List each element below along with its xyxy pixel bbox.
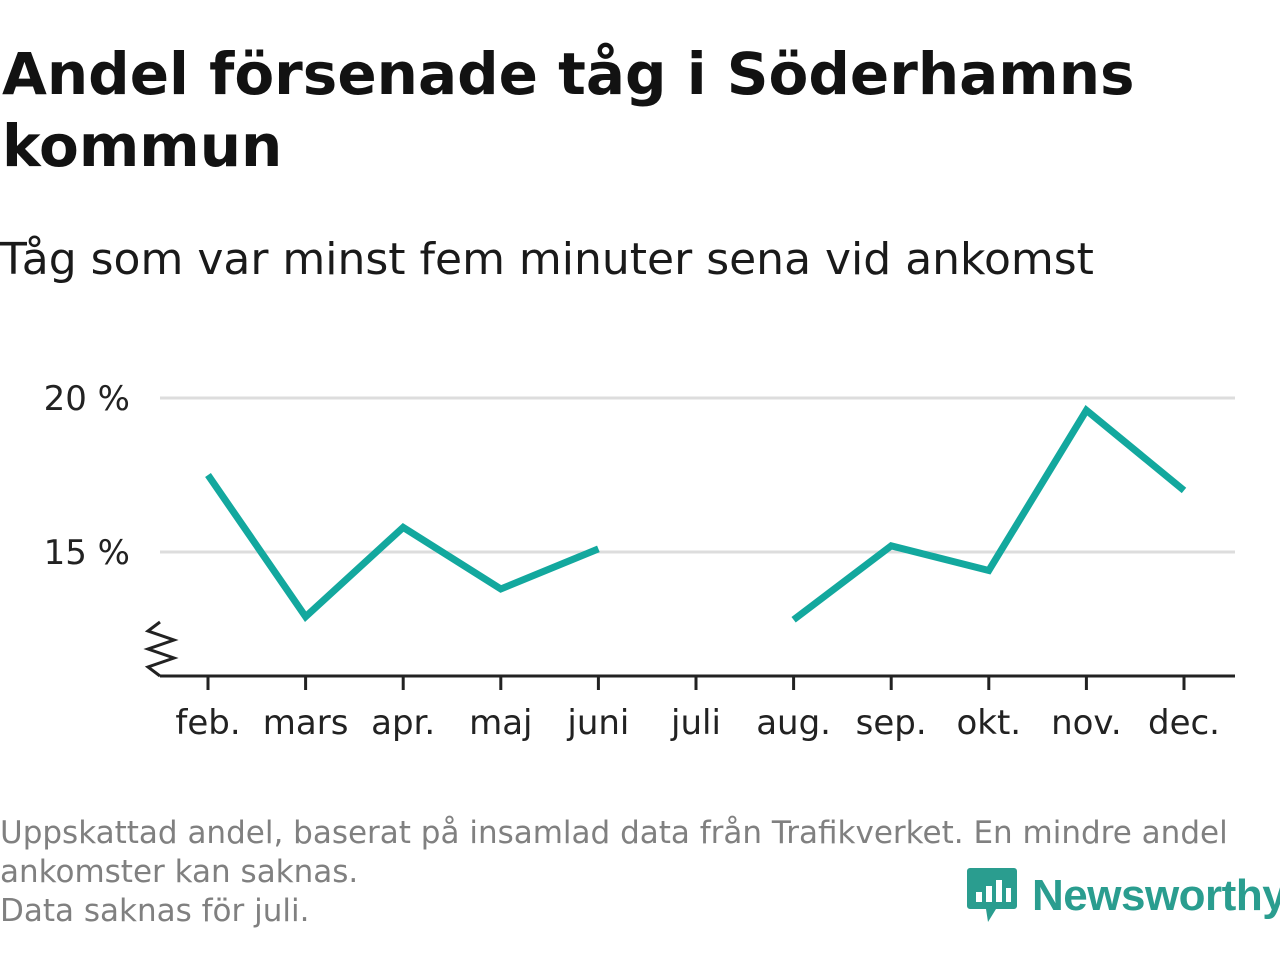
y-tick-label: 20 % — [44, 379, 130, 419]
x-tick-label: apr. — [371, 703, 435, 743]
x-tick-label: sep. — [856, 703, 927, 743]
series-line-segment — [205, 473, 600, 622]
chart-title: Andel försenade tåg i Söderhamns kommun — [2, 40, 1135, 180]
x-axis — [143, 620, 1235, 690]
x-axis-labels: feb. mars apr. maj juni juli aug. sep. okt. nov. d… — [175, 703, 1220, 743]
x-tick-label: nov. — [1051, 703, 1122, 743]
footnote-line: Data saknas för juli. — [0, 893, 310, 929]
x-tick-label: juli — [670, 703, 721, 743]
brand-name: Newsworthy — [1032, 871, 1280, 920]
brand-logo: Newsworthy — [966, 866, 1280, 926]
series-line-segment — [791, 405, 1187, 623]
line-chart: 15 % 20 % feb. mars apr. maj juni juli aug. sep.… — [44, 379, 1235, 743]
newsworthy-logo-icon — [967, 868, 1017, 922]
footnote: Uppskattad andel, baserat på insamlad da… — [0, 814, 1270, 931]
x-tick-label: aug. — [756, 703, 831, 743]
footnote-line: ankomster kan saknas. — [0, 854, 359, 890]
x-tick-label: juni — [566, 703, 629, 743]
x-tick-label: dec. — [1148, 703, 1220, 743]
chart-subtitle: Tåg som var minst fem minuter sena vid a… — [0, 234, 1094, 285]
y-axis-labels: 15 % 20 % — [44, 379, 130, 573]
axis-break-mark — [143, 620, 179, 678]
gridlines — [160, 396, 1235, 554]
x-tick-label: maj — [469, 703, 532, 743]
x-tick-label: okt. — [956, 703, 1021, 743]
series-lines — [205, 405, 1187, 623]
x-tick-label: feb. — [175, 703, 240, 743]
x-tick-label: mars — [263, 703, 349, 743]
y-tick-label: 15 % — [44, 533, 130, 573]
footnote-line: Uppskattad andel, baserat på insamlad da… — [0, 815, 1228, 851]
